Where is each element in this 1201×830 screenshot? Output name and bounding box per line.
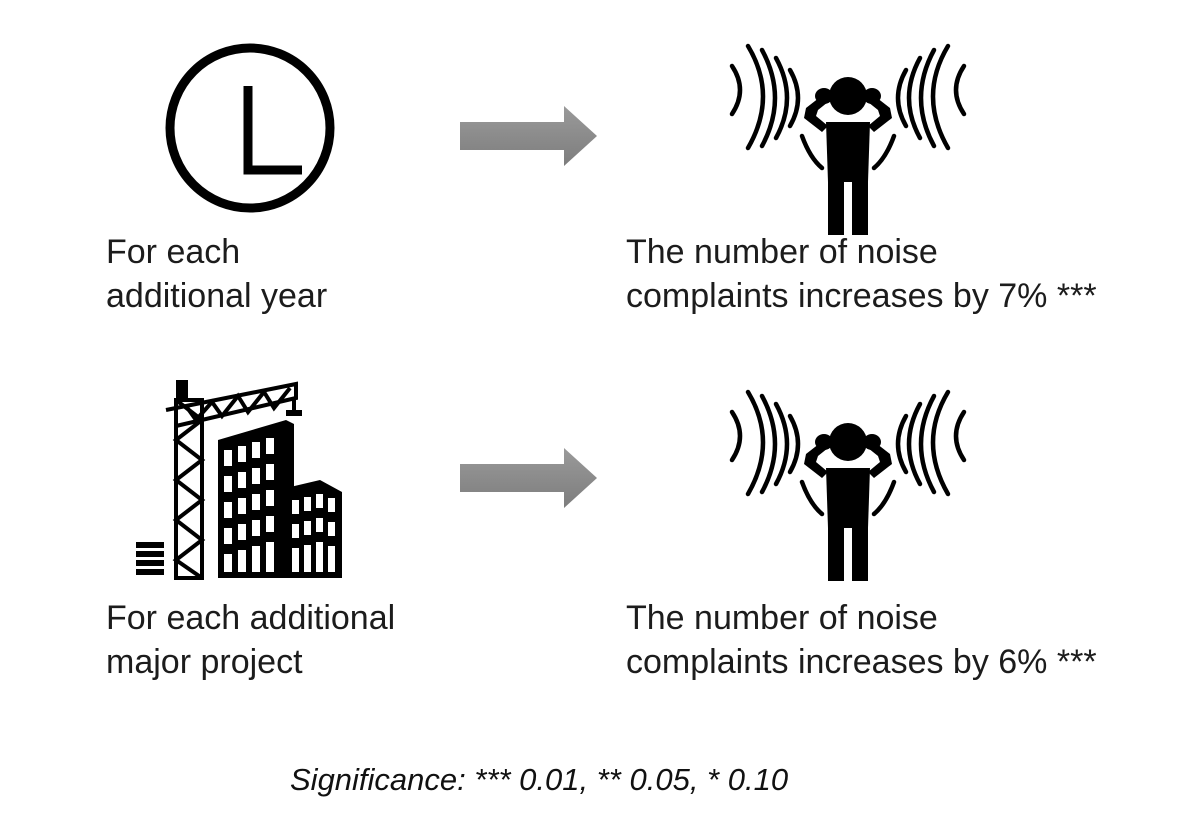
construction-building-icon bbox=[136, 380, 346, 585]
effect-caption-year: The number of noise complaints increases… bbox=[626, 233, 1097, 315]
right-arrow-icon bbox=[460, 446, 600, 510]
cause-caption-year: For each additional year bbox=[106, 233, 328, 315]
noise-person-icon bbox=[708, 40, 988, 235]
effect-caption-project: The number of noise complaints increases… bbox=[626, 599, 1097, 681]
right-arrow-icon bbox=[460, 104, 600, 168]
noise-person-icon bbox=[708, 386, 988, 581]
clock-icon bbox=[162, 42, 342, 217]
cause-caption-project: For each additional major project bbox=[106, 599, 396, 681]
significance-note: Significance: *** 0.01, ** 0.05, * 0.10 bbox=[290, 762, 789, 797]
